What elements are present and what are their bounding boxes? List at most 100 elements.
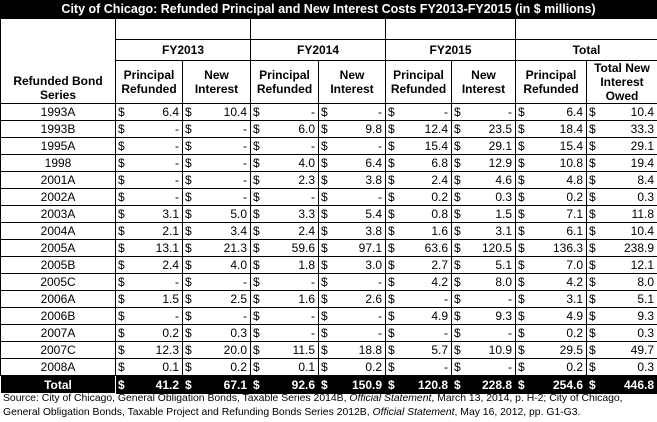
currency-symbol: $: [515, 171, 533, 189]
currency-symbol: $: [451, 103, 469, 121]
interest-value: 9.3: [468, 307, 516, 325]
year-header-fy2014: FY2014: [250, 39, 386, 61]
currency-symbol: $: [586, 307, 604, 325]
total-row: Total $41.2 $67.1 $92.6 $150.9 $120.8 $228.8 $2…: [0, 375, 657, 394]
currency-symbol: $: [385, 137, 403, 155]
interest-value: -: [199, 188, 251, 206]
interest-value: -: [468, 324, 516, 342]
currency-symbol: $: [586, 137, 604, 155]
interest-value: 49.7: [603, 341, 657, 359]
principal-value: 6.4: [532, 103, 587, 121]
currency-symbol: $: [250, 239, 268, 257]
currency-symbol: $: [515, 188, 533, 206]
refunding-table: FY2013 FY2014 FY2015 Total Refunded Bond…: [0, 19, 657, 394]
interest-value: 11.8: [603, 205, 657, 223]
currency-symbol: $: [115, 103, 133, 121]
principal-value: 6.4: [132, 103, 183, 121]
currency-symbol: $: [451, 307, 469, 325]
principal-value: 4.9: [532, 307, 587, 325]
currency-symbol: $: [182, 188, 200, 206]
principal-value: 254.6: [532, 375, 587, 394]
principal-value: -: [132, 307, 183, 325]
interest-value: 9.8: [335, 120, 386, 138]
currency-symbol: $: [451, 137, 469, 155]
currency-symbol: $: [586, 358, 604, 376]
currency-symbol: $: [182, 375, 200, 394]
currency-symbol: $: [515, 358, 533, 376]
currency-symbol: $: [115, 120, 133, 138]
currency-symbol: $: [586, 273, 604, 291]
interest-value: 12.9: [468, 154, 516, 172]
currency-symbol: $: [451, 188, 469, 206]
currency-symbol: $: [318, 290, 336, 308]
table-row: 2008A $0.1 $0.2 $0.1 $0.2 $ - $ - $0.2 $0.3: [0, 358, 657, 376]
principal-value: 6.8: [402, 154, 452, 172]
currency-symbol: $: [385, 120, 403, 138]
interest-value: 9.3: [603, 307, 657, 325]
currency-symbol: $: [250, 256, 268, 274]
currency-symbol: $: [318, 188, 336, 206]
currency-symbol: $: [115, 205, 133, 223]
interest-value: 3.4: [199, 222, 251, 240]
year-header-fy2015: FY2015: [385, 39, 516, 61]
interest-value: -: [335, 137, 386, 155]
series-header: Refunded Bond Series: [0, 60, 116, 104]
currency-symbol: $: [586, 205, 604, 223]
currency-symbol: $: [115, 256, 133, 274]
principal-value: 1.5: [132, 290, 183, 308]
currency-symbol: $: [115, 290, 133, 308]
principal-value: 0.1: [267, 358, 319, 376]
principal-value: 3.1: [532, 290, 587, 308]
year-header-fy2013: FY2013: [115, 39, 251, 61]
currency-symbol: $: [586, 103, 604, 121]
principal-value: 6.1: [532, 222, 587, 240]
interest-value: 8.4: [603, 171, 657, 189]
currency-symbol: $: [385, 256, 403, 274]
table-row: 2005C $ - $ - $ - $ - $4.2 $8.0 $4.2 $8.0: [0, 273, 657, 291]
currency-symbol: $: [586, 171, 604, 189]
currency-symbol: $: [385, 222, 403, 240]
currency-symbol: $: [515, 103, 533, 121]
principal-value: 4.8: [532, 171, 587, 189]
interest-value: 8.0: [603, 273, 657, 291]
currency-symbol: $: [182, 290, 200, 308]
currency-symbol: $: [250, 188, 268, 206]
interest-value: -: [199, 120, 251, 138]
currency-symbol: $: [451, 154, 469, 172]
interest-value: 120.5: [468, 239, 516, 257]
principal-value: 2.4: [402, 171, 452, 189]
interest-value: 0.3: [603, 188, 657, 206]
principal-value: 4.9: [402, 307, 452, 325]
currency-symbol: $: [515, 222, 533, 240]
principal-value: 11.5: [267, 341, 319, 359]
currency-symbol: $: [385, 341, 403, 359]
principal-value: 1.6: [267, 290, 319, 308]
table-row: 1993A $6.4 $10.4 $ - $ - $ - $ - $6.4 $10.4: [0, 103, 657, 121]
currency-symbol: $: [250, 273, 268, 291]
currency-symbol: $: [182, 171, 200, 189]
series-cell: 1993A: [0, 103, 116, 121]
series-cell: Total: [0, 375, 116, 394]
interest-value: 21.3: [199, 239, 251, 257]
principal-value: 12.3: [132, 341, 183, 359]
currency-symbol: $: [115, 307, 133, 325]
interest-value: 5.0: [199, 205, 251, 223]
currency-symbol: $: [318, 120, 336, 138]
currency-symbol: $: [515, 375, 533, 394]
series-cell: 2001A: [0, 171, 116, 189]
interest-value: 18.8: [335, 341, 386, 359]
interest-value: -: [199, 273, 251, 291]
currency-symbol: $: [586, 154, 604, 172]
interest-value: 19.4: [603, 154, 657, 172]
principal-value: 63.6: [402, 239, 452, 257]
principal-value: 29.5: [532, 341, 587, 359]
interest-value: -: [199, 137, 251, 155]
currency-symbol: $: [586, 256, 604, 274]
currency-symbol: $: [385, 273, 403, 291]
currency-symbol: $: [250, 222, 268, 240]
interest-value: 4.0: [199, 256, 251, 274]
series-cell: 2005C: [0, 273, 116, 291]
interest-value: 5.1: [603, 290, 657, 308]
principal-value: -: [267, 137, 319, 155]
interest-value: 29.1: [603, 137, 657, 155]
